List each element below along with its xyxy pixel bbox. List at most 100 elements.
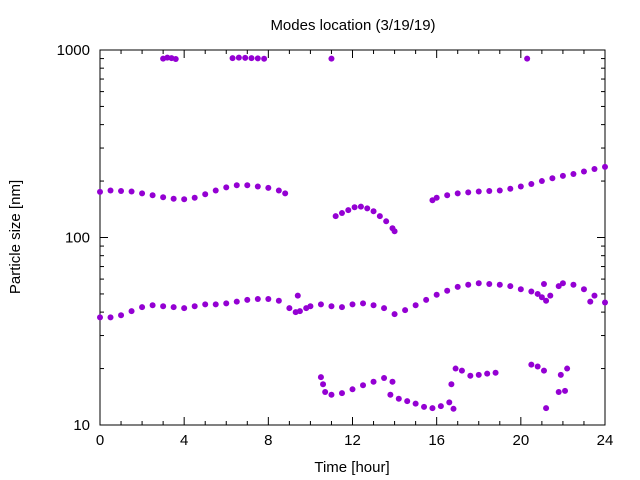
data-point bbox=[364, 205, 371, 212]
data-point bbox=[317, 374, 324, 381]
data-point bbox=[507, 185, 514, 192]
data-point bbox=[528, 361, 535, 368]
data-point bbox=[223, 184, 230, 191]
data-point bbox=[254, 55, 261, 62]
data-point bbox=[570, 281, 577, 288]
data-point bbox=[391, 311, 398, 318]
data-point bbox=[244, 296, 251, 303]
data-point bbox=[591, 165, 598, 172]
data-point bbox=[534, 290, 541, 297]
data-point bbox=[328, 391, 335, 398]
data-point bbox=[265, 184, 272, 191]
data-point bbox=[465, 189, 472, 196]
y-tick-label: 10 bbox=[73, 417, 90, 434]
data-point bbox=[235, 54, 242, 61]
data-point bbox=[338, 304, 345, 311]
data-point bbox=[543, 405, 550, 412]
data-point bbox=[338, 390, 345, 397]
data-point bbox=[429, 405, 436, 412]
data-points bbox=[97, 54, 608, 412]
axis-tick-labels: 0 4 8 12 16 20 24 10 100 1000 bbox=[57, 42, 614, 449]
data-point bbox=[332, 213, 339, 220]
data-point bbox=[538, 178, 545, 185]
data-point bbox=[97, 314, 103, 321]
data-point bbox=[160, 303, 167, 310]
plot-area-border bbox=[99, 49, 606, 426]
x-tick-label: 0 bbox=[96, 432, 104, 449]
data-point bbox=[149, 302, 156, 309]
data-point bbox=[446, 399, 453, 406]
data-point bbox=[118, 188, 125, 195]
data-point bbox=[360, 300, 367, 307]
data-point bbox=[602, 299, 608, 306]
data-point bbox=[370, 208, 377, 215]
data-point bbox=[282, 190, 289, 197]
data-point bbox=[543, 297, 550, 304]
x-axis-label: Time [hour] bbox=[314, 459, 389, 476]
data-point bbox=[191, 303, 198, 310]
data-point bbox=[233, 182, 240, 189]
data-point bbox=[433, 291, 440, 298]
data-point bbox=[107, 314, 114, 321]
data-point bbox=[452, 365, 459, 372]
data-point bbox=[423, 296, 430, 303]
data-point bbox=[328, 303, 335, 310]
data-point bbox=[540, 367, 547, 374]
data-point bbox=[381, 375, 388, 382]
data-point bbox=[570, 171, 577, 178]
data-point bbox=[383, 218, 390, 225]
data-point bbox=[242, 54, 249, 61]
data-point bbox=[580, 168, 587, 175]
data-point bbox=[534, 363, 541, 370]
data-point bbox=[307, 303, 314, 310]
data-point bbox=[540, 280, 547, 287]
data-point bbox=[261, 55, 268, 62]
data-point bbox=[370, 378, 377, 385]
data-point bbox=[254, 183, 261, 190]
data-point bbox=[248, 55, 255, 62]
data-point bbox=[320, 381, 327, 388]
data-point bbox=[118, 312, 125, 319]
data-point bbox=[357, 203, 364, 210]
x-tick-label: 16 bbox=[428, 432, 445, 449]
data-point bbox=[524, 55, 531, 62]
data-point bbox=[486, 280, 493, 287]
data-point bbox=[496, 187, 503, 194]
y-tick-label: 1000 bbox=[57, 42, 90, 59]
data-point bbox=[549, 175, 556, 182]
data-point bbox=[557, 371, 564, 378]
data-point bbox=[486, 188, 493, 195]
data-point bbox=[389, 378, 396, 385]
data-point bbox=[547, 292, 554, 299]
data-point bbox=[381, 305, 388, 312]
data-point bbox=[458, 367, 465, 374]
data-point bbox=[296, 308, 303, 315]
data-point bbox=[395, 395, 402, 402]
data-point bbox=[437, 403, 444, 410]
data-point bbox=[322, 388, 329, 395]
data-point bbox=[528, 180, 535, 187]
data-point bbox=[402, 307, 409, 314]
data-point bbox=[202, 191, 209, 198]
data-point bbox=[229, 55, 236, 62]
data-point bbox=[559, 280, 566, 287]
data-point bbox=[139, 304, 146, 311]
data-point bbox=[275, 297, 282, 304]
data-point bbox=[338, 210, 345, 217]
data-point bbox=[467, 372, 474, 379]
data-point bbox=[128, 308, 135, 315]
data-point bbox=[370, 302, 377, 309]
data-point bbox=[212, 187, 219, 194]
x-tick-label: 12 bbox=[344, 432, 361, 449]
data-point bbox=[507, 283, 514, 290]
data-point bbox=[421, 403, 428, 410]
data-point bbox=[328, 55, 335, 62]
data-point bbox=[265, 295, 272, 302]
data-point bbox=[160, 194, 167, 201]
data-point bbox=[170, 304, 177, 311]
data-point bbox=[317, 301, 324, 308]
data-point bbox=[275, 187, 282, 194]
data-point bbox=[465, 281, 472, 288]
data-point bbox=[517, 286, 524, 293]
